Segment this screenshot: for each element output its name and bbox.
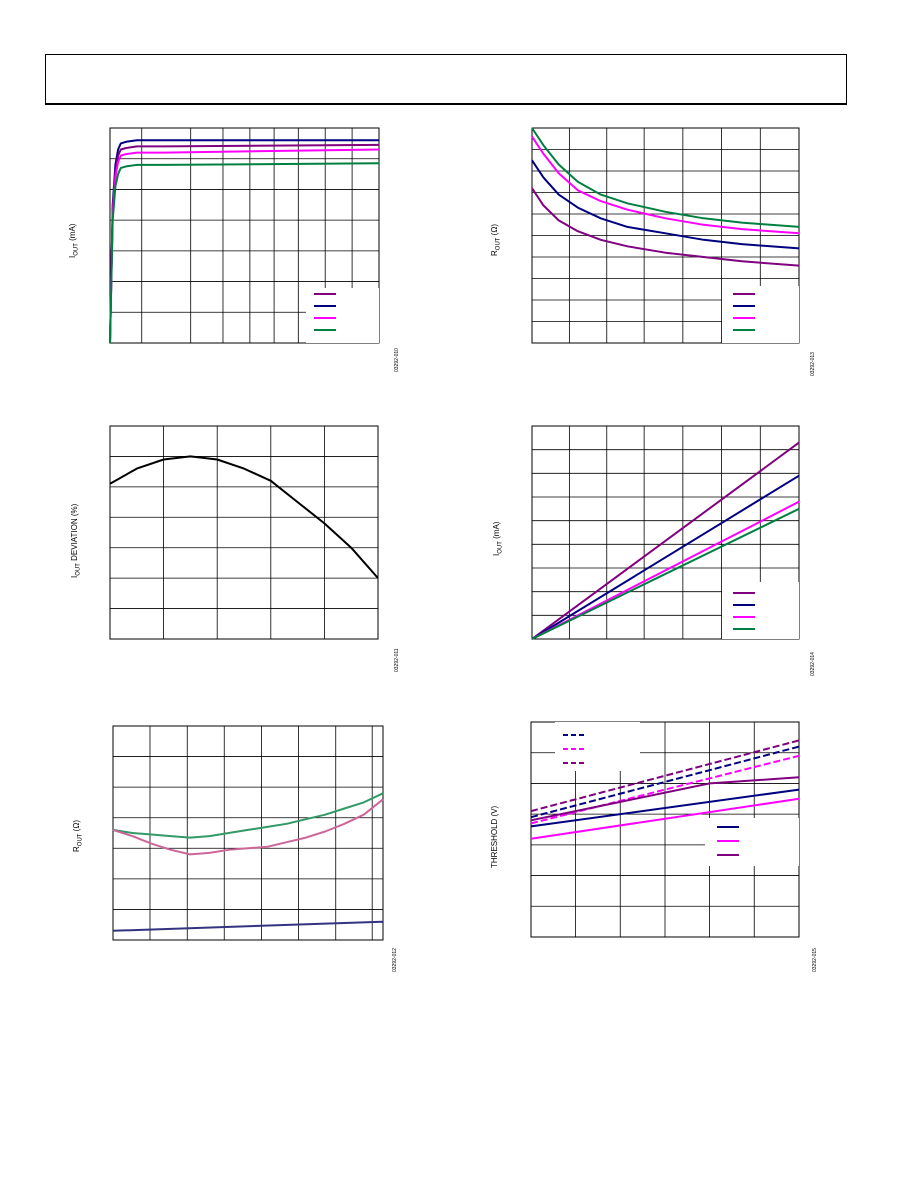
series-line-navy [530,745,800,819]
plot-frame [109,425,379,640]
series-line-navy [531,159,800,250]
legend-background [555,722,640,771]
series-line-sea [112,792,384,839]
series-line-green [109,162,380,344]
series-line-black [109,455,379,579]
plot-frame [112,725,384,941]
figure-code: 03292-015 [812,948,818,972]
series-line-mauve [112,798,384,856]
series-line-purple [530,739,800,813]
series-line-magenta [531,500,800,640]
y-axis-label: ROUT (Ω) [490,224,502,256]
series-line-magenta [530,754,800,825]
y-axis-label: THRESHOLD (V) [490,805,499,868]
series-line-slate [112,920,384,932]
plot-frame [109,127,380,344]
series-line-green [531,127,800,228]
figure-code: 03292-014 [810,652,816,676]
series-line-navy [531,474,800,640]
figure-code: 03292-012 [392,948,398,972]
series-line-green [531,507,800,640]
series-line-magenta [530,797,800,840]
series-line-purple [530,776,800,822]
y-axis-label: IOUT DEVIATION (%) [70,503,82,578]
page-header-box [45,54,847,105]
legend-background [722,582,799,639]
series-line-magenta [531,136,800,235]
series-line-purple [531,187,800,267]
legend-background [306,288,379,343]
y-axis-label: ROUT (Ω) [72,820,84,852]
y-axis-label: IOUT (mA) [68,223,80,258]
y-axis-label: IOUT (mA) [492,521,504,556]
figure-code: 03292-013 [810,352,816,376]
legend-background [722,286,799,343]
series-line-navy [530,788,800,828]
figure-code: 03292-010 [394,348,400,372]
series-line-purple [531,441,800,640]
figure-code: 03292-011 [394,648,400,672]
plot-frame [531,425,800,640]
